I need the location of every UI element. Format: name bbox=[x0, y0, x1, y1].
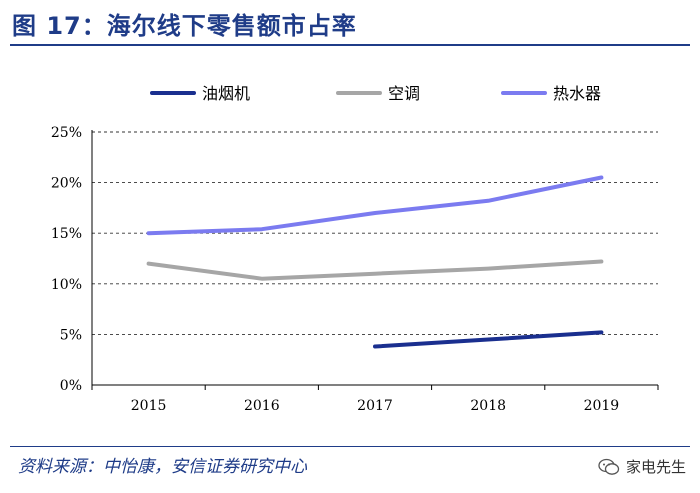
x-tick-label: 2015 bbox=[131, 398, 167, 414]
x-tick-label: 2017 bbox=[357, 398, 393, 414]
watermark: 家电先生 bbox=[598, 456, 686, 477]
figure-title: 图 17：海尔线下零售额市占率 bbox=[12, 12, 357, 40]
x-tick-label: 2016 bbox=[244, 398, 280, 414]
legend: 油烟机 空调 热水器 bbox=[150, 84, 601, 103]
legend-label: 油烟机 bbox=[202, 84, 250, 103]
y-tick-label: 25% bbox=[51, 125, 82, 141]
wechat-icon bbox=[598, 458, 620, 475]
line-chart: 油烟机 空调 热水器 0% 5% 10% 15% 20% 25% 2015 2016 2017 201… bbox=[51, 84, 659, 414]
x-tick-label: 2019 bbox=[584, 398, 620, 414]
y-tick-label: 0% bbox=[60, 378, 82, 394]
series-lines bbox=[146, 175, 604, 349]
y-tick-label: 15% bbox=[51, 226, 82, 242]
y-tick-label: 5% bbox=[60, 327, 82, 343]
footer-divider bbox=[10, 446, 690, 447]
x-tick-label: 2018 bbox=[470, 398, 506, 414]
grid-lines bbox=[92, 131, 658, 335]
series-line-1 bbox=[373, 330, 604, 349]
y-tick-label: 10% bbox=[51, 277, 82, 293]
title-divider bbox=[10, 44, 690, 46]
series-line-3 bbox=[146, 175, 604, 236]
source-note: 资料来源：中怡康，安信证券研究中心 bbox=[18, 457, 307, 477]
legend-label: 空调 bbox=[388, 84, 420, 103]
watermark-text: 家电先生 bbox=[625, 458, 686, 476]
series-line-2 bbox=[146, 259, 604, 281]
axes: 0% 5% 10% 15% 20% 25% 2015 2016 2017 2018 2019 bbox=[51, 125, 659, 414]
y-tick-label: 20% bbox=[51, 176, 82, 192]
legend-label: 热水器 bbox=[553, 84, 601, 103]
